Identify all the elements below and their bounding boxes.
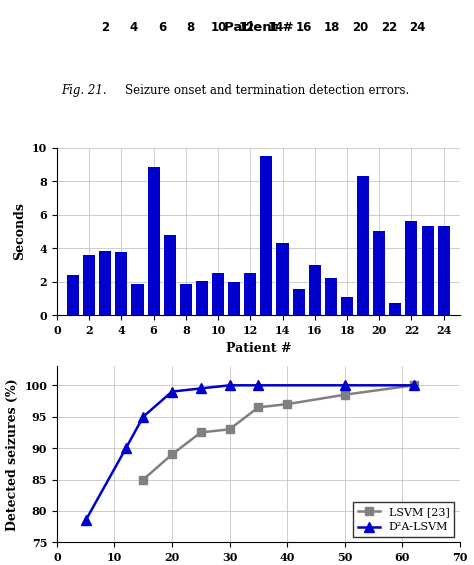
Text: 4: 4 (129, 21, 138, 34)
Bar (325, 277, 337, 315)
D²A-LSVM (169, 388, 175, 395)
Y-axis label: Seconds: Seconds (13, 203, 27, 260)
Bar (260, 156, 273, 315)
D²A-LSVM (255, 382, 261, 389)
Bar (276, 244, 289, 315)
LSVM [23] (284, 401, 290, 407)
D²A-LSVM (411, 382, 417, 389)
LSVM [23] (255, 404, 261, 411)
Text: 2: 2 (101, 21, 109, 34)
Bar (67, 275, 79, 315)
Bar (438, 227, 450, 315)
Text: 20: 20 (353, 21, 369, 34)
Bar (228, 282, 240, 315)
Text: 10: 10 (211, 21, 227, 34)
Bar (99, 251, 111, 315)
LSVM [23] (169, 451, 175, 458)
Bar (83, 255, 95, 315)
Bar (292, 289, 305, 315)
Line: LSVM [23]: LSVM [23] (139, 381, 418, 484)
D²A-LSVM (198, 385, 204, 392)
Text: 6: 6 (158, 21, 166, 34)
Bar (389, 303, 401, 315)
Bar (421, 225, 434, 315)
Y-axis label: Detected seizures (%): Detected seizures (%) (6, 378, 19, 531)
Text: (a): (a) (250, 376, 267, 389)
Bar (341, 297, 353, 315)
Legend: LSVM [23], D²A-LSVM: LSVM [23], D²A-LSVM (353, 502, 454, 537)
Text: Fig. 21.: Fig. 21. (61, 84, 107, 97)
Bar (405, 220, 418, 315)
D²A-LSVM (123, 445, 129, 451)
Text: 8: 8 (186, 21, 195, 34)
Text: 18: 18 (324, 21, 340, 34)
Bar (115, 253, 128, 315)
Line: D²A-LSVM: D²A-LSVM (81, 380, 419, 525)
Bar (212, 273, 224, 315)
Text: 24: 24 (409, 21, 426, 34)
LSVM [23] (342, 392, 347, 398)
Text: Patient #: Patient # (224, 21, 293, 34)
Bar (147, 167, 160, 315)
D²A-LSVM (140, 414, 146, 420)
LSVM [23] (411, 382, 417, 389)
LSVM [23] (198, 429, 204, 436)
Bar (196, 281, 208, 315)
X-axis label: Patient #: Patient # (226, 342, 291, 355)
Text: Seizure onset and termination detection errors.: Seizure onset and termination detection … (125, 84, 410, 97)
Text: 12: 12 (239, 21, 255, 34)
Bar (373, 231, 385, 315)
Bar (357, 176, 369, 315)
Bar (244, 272, 256, 315)
D²A-LSVM (342, 382, 347, 389)
Text: 22: 22 (381, 21, 397, 34)
LSVM [23] (140, 476, 146, 483)
Bar (309, 265, 321, 315)
D²A-LSVM (83, 517, 89, 524)
Text: 14: 14 (267, 21, 284, 34)
Text: 16: 16 (296, 21, 312, 34)
D²A-LSVM (227, 382, 232, 389)
Bar (180, 284, 192, 315)
Bar (131, 284, 144, 315)
LSVM [23] (227, 426, 232, 433)
Bar (164, 235, 176, 315)
